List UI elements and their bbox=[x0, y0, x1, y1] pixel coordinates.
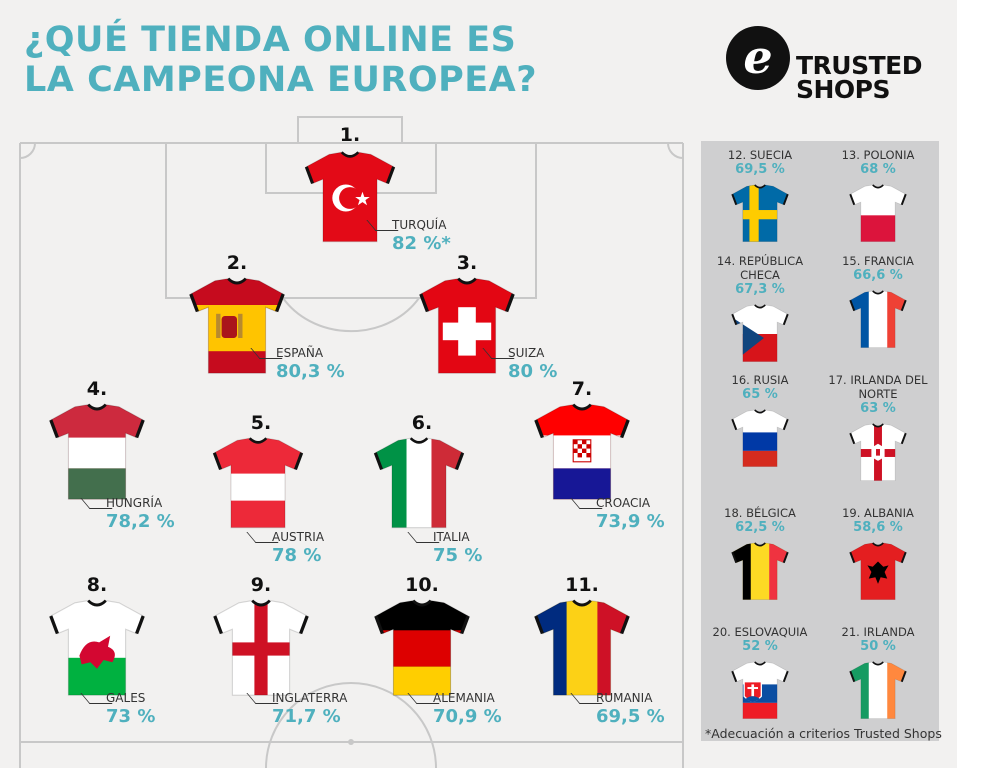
player-score: 78 % bbox=[272, 545, 322, 566]
belgium-jersey-icon bbox=[731, 542, 789, 601]
bench-country: 13. POLONIA bbox=[841, 148, 915, 162]
bench-country: 19. ALBANIA bbox=[842, 506, 914, 520]
page-title: ¿QUÉ TIENDA ONLINE ES LA CAMPEONA EUROPE… bbox=[24, 20, 537, 100]
title-line-2: LA CAMPEONA EUROPEA? bbox=[24, 60, 538, 100]
page-margin bbox=[957, 0, 985, 768]
player-country: RUMANIA bbox=[596, 691, 653, 705]
player-score: 75 % bbox=[433, 545, 483, 566]
turkey-jersey-icon bbox=[304, 151, 396, 243]
infographic: ¿QUÉ TIENDA ONLINE ES LA CAMPEONA EUROPE… bbox=[0, 0, 957, 768]
wales-jersey-icon bbox=[49, 599, 145, 696]
logo-e-icon: e bbox=[726, 26, 790, 90]
bench-country: 21. IRLANDA bbox=[841, 625, 915, 639]
player-country: ALEMANIA bbox=[433, 691, 495, 705]
player-country: CROACIA bbox=[596, 496, 651, 510]
poland-jersey-icon bbox=[849, 184, 907, 243]
player-country: AUSTRIA bbox=[272, 530, 325, 544]
player-rank: 6. bbox=[411, 412, 433, 434]
bench-score: 69,5 % bbox=[735, 162, 785, 177]
austria-jersey-icon bbox=[212, 437, 304, 529]
player-rank: 3. bbox=[456, 252, 478, 274]
player-rank: 11. bbox=[565, 574, 599, 596]
bench-country: 16. RUSIA bbox=[731, 373, 789, 387]
ireland-jersey-icon bbox=[849, 661, 907, 720]
trusted-shops-logo: e TRUSTED SHOPS bbox=[726, 26, 936, 106]
player-score: 73 % bbox=[106, 706, 156, 727]
bench-item: 19. ALBANIA 58,6 % bbox=[819, 506, 937, 605]
player-score: 78,2 % bbox=[106, 511, 175, 532]
player-rank: 2. bbox=[226, 252, 248, 274]
player-score: 80 % bbox=[508, 361, 558, 382]
bench-item: 15. FRANCIA 66,6 % bbox=[819, 254, 937, 353]
bench-score: 58,6 % bbox=[853, 520, 903, 535]
russia-jersey-icon bbox=[731, 409, 789, 468]
bench-item: 12. SUECIA 69,5 % bbox=[701, 148, 819, 247]
bench-country: 14. REPÚBLICA CHECA bbox=[716, 254, 804, 282]
sweden-jersey-icon bbox=[731, 184, 789, 243]
england-jersey-icon bbox=[213, 599, 309, 696]
player-country: INGLATERRA bbox=[272, 691, 348, 705]
nireland-jersey-icon bbox=[849, 423, 907, 482]
player-rank: 1. bbox=[339, 124, 361, 146]
bench-item: 14. REPÚBLICA CHECA 67,3 % bbox=[701, 254, 819, 367]
bench-item: 17. IRLANDA DEL NORTE 63 % bbox=[819, 373, 937, 486]
player-rank: 7. bbox=[571, 378, 593, 400]
player-rank: 5. bbox=[250, 412, 272, 434]
player-rank: 4. bbox=[86, 378, 108, 400]
bench-country: 18. BÉLGICA bbox=[724, 506, 796, 520]
bench-score: 65 % bbox=[742, 387, 778, 402]
logo-text: TRUSTED SHOPS bbox=[796, 51, 923, 104]
bench-score: 63 % bbox=[860, 401, 896, 416]
switzerland-jersey-icon bbox=[419, 277, 515, 374]
player-country: ITALIA bbox=[433, 530, 470, 544]
bench-country: 17. IRLANDA DEL NORTE bbox=[828, 373, 928, 401]
bench-item: 20. ESLOVAQUIA 52 % bbox=[701, 625, 819, 724]
bench-score: 50 % bbox=[860, 639, 896, 654]
spain-jersey-icon bbox=[189, 277, 285, 374]
player-country: TURQUÍA bbox=[392, 218, 447, 232]
romania-jersey-icon bbox=[534, 599, 630, 696]
bench-score: 67,3 % bbox=[735, 282, 785, 297]
player-country: SUIZA bbox=[508, 346, 545, 360]
player-score: 69,5 % bbox=[596, 706, 665, 727]
albania-jersey-icon bbox=[849, 542, 907, 601]
player-score: 80,3 % bbox=[276, 361, 345, 382]
player-country: ESPAÑA bbox=[276, 346, 324, 360]
bench-score: 52 % bbox=[742, 639, 778, 654]
bench-item: 16. RUSIA 65 % bbox=[701, 373, 819, 472]
footnote: *Adecuación a criterios Trusted Shops bbox=[705, 726, 942, 741]
france-jersey-icon bbox=[849, 290, 907, 349]
bench-item: 21. IRLANDA 50 % bbox=[819, 625, 937, 724]
bench-country: 15. FRANCIA bbox=[842, 254, 914, 268]
slovakia-jersey-icon bbox=[731, 661, 789, 720]
hungary-jersey-icon bbox=[49, 403, 145, 500]
player-score: 73,9 % bbox=[596, 511, 665, 532]
player-rank: 8. bbox=[86, 574, 108, 596]
bench-item: 13. POLONIA 68 % bbox=[819, 148, 937, 247]
bench-score: 66,6 % bbox=[853, 268, 903, 283]
czech-jersey-icon bbox=[731, 304, 789, 363]
player-score: 70,9 % bbox=[433, 706, 502, 727]
pitch-lines bbox=[19, 116, 684, 768]
title-line-1: ¿QUÉ TIENDA ONLINE ES bbox=[24, 20, 517, 60]
bench-score: 68 % bbox=[860, 162, 896, 177]
bench-score: 62,5 % bbox=[735, 520, 785, 535]
player-country: HUNGRÍA bbox=[106, 496, 163, 510]
bench-country: 20. ESLOVAQUIA bbox=[712, 625, 808, 639]
player-score: 71,7 % bbox=[272, 706, 341, 727]
player-rank: 10. bbox=[405, 574, 439, 596]
italy-jersey-icon bbox=[373, 437, 465, 529]
bench-item: 18. BÉLGICA 62,5 % bbox=[701, 506, 819, 605]
bench-country: 12. SUECIA bbox=[727, 148, 793, 162]
croatia-jersey-icon bbox=[534, 403, 630, 500]
player-score: 82 %* bbox=[392, 233, 451, 254]
player-rank: 9. bbox=[250, 574, 272, 596]
germany-jersey-icon bbox=[374, 599, 470, 696]
player-country: GALES bbox=[106, 691, 146, 705]
